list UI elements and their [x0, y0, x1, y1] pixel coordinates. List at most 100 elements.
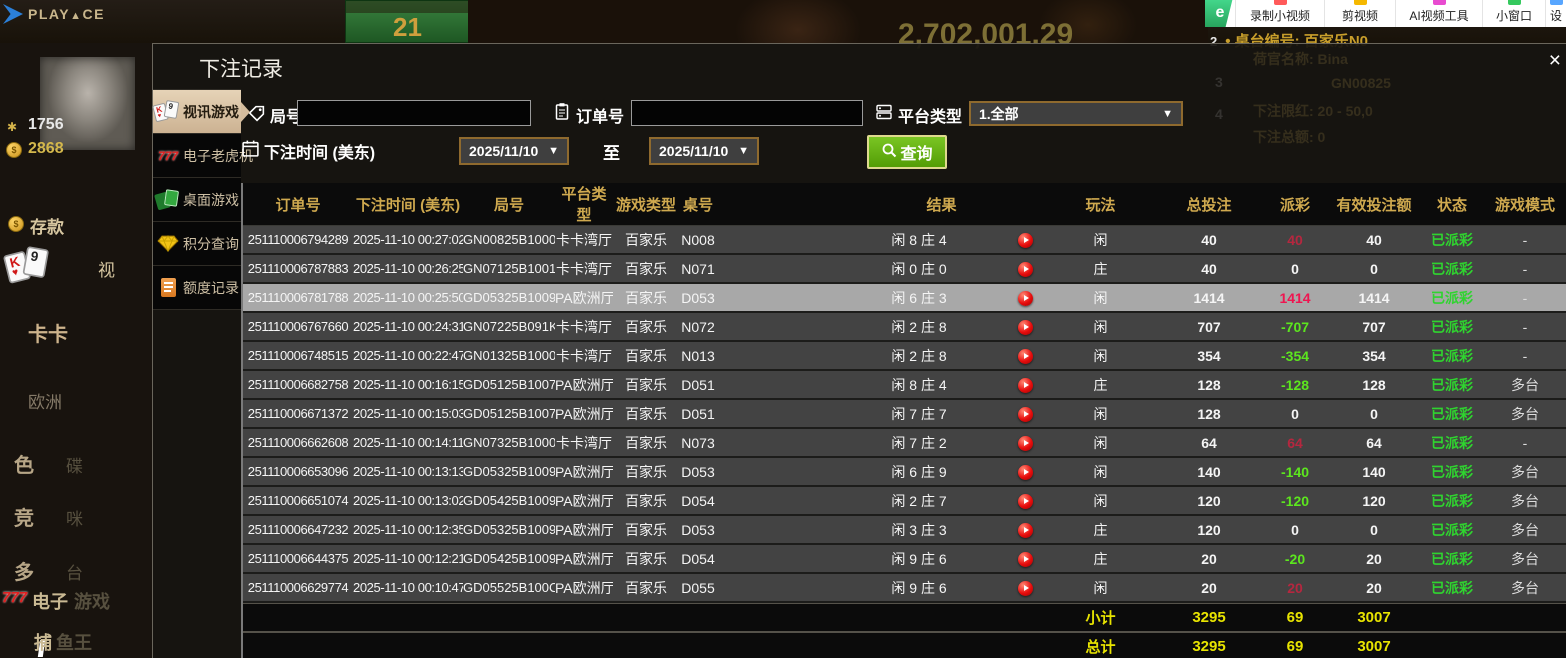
playace-logo[interactable]: PLAY▲CE	[3, 3, 105, 25]
cell-payout: -128	[1265, 371, 1326, 400]
cell-total-bet: 20	[1153, 545, 1266, 574]
cell-result: 闲 2 庄 8	[717, 342, 1003, 371]
table-row[interactable]: 251110006653096 2025-11-10 00:13:13 GD05…	[243, 458, 1566, 487]
cell-platform: PA欧洲厅	[555, 371, 613, 400]
platform-type-label: 平台类型	[898, 109, 963, 126]
table-row[interactable]: 251110006629774 2025-11-10 00:10:47 GD05…	[243, 574, 1566, 603]
play-icon[interactable]	[1018, 290, 1033, 306]
cell-status: 已派彩	[1423, 545, 1482, 574]
cell-play-type: 庄	[1048, 371, 1154, 400]
cell-bet-time: 2025-11-10 00:13:02	[353, 487, 463, 516]
record-icon	[1273, 0, 1287, 5]
order-number-input[interactable]	[631, 100, 863, 126]
deposit-button[interactable]: 存款	[30, 218, 64, 237]
avatar[interactable]	[40, 57, 135, 150]
table-row[interactable]: 251110006651074 2025-11-10 00:13:02 GD05…	[243, 487, 1566, 516]
cell-table-no: N008	[679, 226, 717, 255]
play-icon[interactable]	[1018, 319, 1033, 335]
table-row[interactable]: 251110006647232 2025-11-10 00:12:35 GD05…	[243, 516, 1566, 545]
deposit-coin-icon: $	[8, 216, 24, 232]
play-icon[interactable]	[1018, 348, 1033, 364]
table-row[interactable]: 251110006682758 2025-11-10 00:16:15 GD05…	[243, 371, 1566, 400]
cell-bet-time: 2025-11-10 00:24:31	[353, 313, 463, 342]
tab-video-games[interactable]: K ♥ 9 视讯游戏	[152, 90, 250, 134]
cell-bet-time: 2025-11-10 00:12:35	[353, 516, 463, 545]
total-bet: 3295	[1153, 632, 1266, 658]
table-row[interactable]: 251110006748515 2025-11-10 00:22:47 GN01…	[243, 342, 1566, 371]
play-icon[interactable]	[1018, 522, 1033, 538]
cell-game-mode: 多台	[1481, 400, 1566, 429]
date-from-select[interactable]: 2025/11/10 ▼	[459, 137, 569, 165]
cell-round: GD05325B1009C	[463, 458, 555, 487]
fishing-nav-item[interactable]: 捕	[34, 633, 52, 653]
bet-time-label: 下注时间 (美东)	[264, 145, 376, 162]
chevron-down-icon: ▼	[548, 145, 559, 157]
play-icon[interactable]	[1018, 580, 1033, 596]
play-icon[interactable]	[1018, 377, 1033, 393]
col-game-mode: 游戏模式	[1481, 183, 1566, 226]
table-row[interactable]: 251110006794289 2025-11-10 00:27:02 GN00…	[243, 226, 1566, 255]
menu-jing[interactable]: 竞	[14, 508, 34, 530]
toolbar-cut-video[interactable]: 剪视频	[1324, 0, 1395, 27]
col-valid-bet: 有效投注额	[1325, 183, 1424, 226]
toolbar-mini-window[interactable]: 小窗口	[1482, 0, 1545, 27]
blackjack-21-tile[interactable]: 21	[345, 0, 470, 43]
cell-status: 已派彩	[1423, 371, 1482, 400]
table-row[interactable]: 251110006781788 2025-11-10 00:25:50 GD05…	[243, 284, 1566, 313]
tab-quota-records[interactable]: 额度记录	[153, 266, 241, 310]
cell-game-type: 百家乐	[613, 458, 679, 487]
cell-table-no: D051	[679, 371, 717, 400]
menu-sedie[interactable]: 色	[14, 455, 34, 477]
cell-play-type: 闲	[1048, 487, 1154, 516]
cell-status: 已派彩	[1423, 313, 1482, 342]
cell-platform: PA欧洲厅	[555, 545, 613, 574]
cell-status: 已派彩	[1423, 487, 1482, 516]
cell-total-bet: 40	[1153, 255, 1266, 284]
close-icon[interactable]: ×	[1548, 49, 1561, 72]
play-icon[interactable]	[1018, 261, 1033, 277]
round-number-input[interactable]	[297, 100, 531, 126]
hall-europe-label[interactable]: 欧洲	[28, 393, 62, 412]
total-row: 总计 3295 69 3007	[243, 632, 1566, 658]
cell-valid-bet: 354	[1325, 342, 1424, 371]
play-icon[interactable]	[1018, 435, 1033, 451]
play-icon[interactable]	[1018, 493, 1033, 509]
play-icon[interactable]	[1018, 232, 1033, 248]
cell-table-no: D054	[679, 487, 717, 516]
table-row[interactable]: 251110006787883 2025-11-10 00:26:25 GN07…	[243, 255, 1566, 284]
col-result: 结果	[717, 183, 1049, 226]
cell-total-bet: 354	[1153, 342, 1266, 371]
cell-round: GD05525B100C0	[463, 574, 555, 603]
toolbar-settings[interactable]: 设	[1545, 0, 1566, 27]
video-games-nav-item[interactable]: 视	[98, 261, 115, 280]
cell-table-no: D053	[679, 516, 717, 545]
slots-nav-item[interactable]: 电子	[32, 592, 68, 612]
play-icon[interactable]	[1018, 551, 1033, 567]
play-icon[interactable]	[1018, 464, 1033, 480]
tab-table-games[interactable]: 桌面游戏	[153, 178, 241, 222]
tab-label: 积分查询	[183, 235, 239, 252]
cell-order: 251110006794289	[243, 226, 353, 255]
cell-status: 已派彩	[1423, 284, 1482, 313]
toolbar-record-clip[interactable]: 录制小视频	[1235, 0, 1324, 27]
menu-duo[interactable]: 多	[14, 562, 34, 584]
date-to-select[interactable]: 2025/11/10 ▼	[649, 137, 759, 165]
table-row[interactable]: 251110006662608 2025-11-10 00:14:11 GN07…	[243, 429, 1566, 458]
toolbar-ai-video-tools[interactable]: AI视频工具	[1395, 0, 1482, 27]
background-bleed-text: 4	[1215, 106, 1223, 122]
recorder-logo-icon[interactable]: e	[1205, 0, 1235, 27]
table-row[interactable]: 251110006644375 2025-11-10 00:12:21 GD05…	[243, 545, 1566, 574]
play-icon[interactable]	[1018, 406, 1033, 422]
col-status: 状态	[1423, 183, 1482, 226]
cell-platform: PA欧洲厅	[555, 574, 613, 603]
tab-points-query[interactable]: 积分查询	[153, 222, 241, 266]
cell-valid-bet: 20	[1325, 574, 1424, 603]
cell-table-no: D054	[679, 545, 717, 574]
hall-kaka-label[interactable]: 卡卡	[28, 324, 68, 346]
platform-type-select[interactable]: 1.全部 ▼	[969, 101, 1183, 126]
tab-slots[interactable]: 777 电子老虎机	[153, 134, 253, 178]
search-button[interactable]: 查询	[867, 135, 947, 169]
cell-result: 闲 2 庄 8	[717, 313, 1003, 342]
table-row[interactable]: 251110006767660 2025-11-10 00:24:31 GN07…	[243, 313, 1566, 342]
table-row[interactable]: 251110006671372 2025-11-10 00:15:03 GD05…	[243, 400, 1566, 429]
